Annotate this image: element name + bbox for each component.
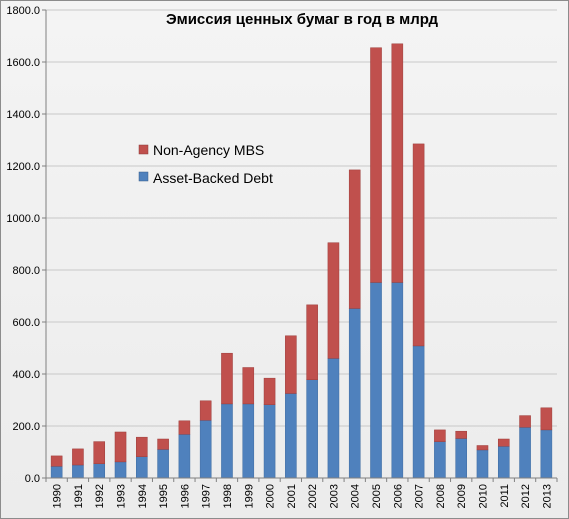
bar-asset-backed-debt-2003 xyxy=(327,358,340,479)
legend: Non-Agency MBS Asset-Backed Debt xyxy=(138,142,273,186)
x-tick-label: 2011 xyxy=(499,484,511,508)
bar-non-agency-mbs-2013 xyxy=(540,407,553,431)
bar-asset-backed-debt-1996 xyxy=(178,434,191,479)
x-tick-label: 2006 xyxy=(392,484,404,508)
x-tick-label: 1991 xyxy=(73,484,85,508)
bar-asset-backed-debt-1994 xyxy=(136,456,148,479)
x-tick-label: 1999 xyxy=(243,484,255,508)
x-tick-label: 2004 xyxy=(350,484,362,508)
x-tick-label: 1998 xyxy=(222,484,234,508)
x-tick-label: 2007 xyxy=(414,484,426,508)
x-tick-label: 1992 xyxy=(94,484,106,508)
bar-non-agency-mbs-2008 xyxy=(434,429,446,442)
bar-asset-backed-debt-2012 xyxy=(519,427,531,479)
x-tick-label: 2009 xyxy=(456,484,468,508)
y-tick-label: 1400.0 xyxy=(6,109,40,121)
y-tick-label: 0.0 xyxy=(25,473,40,485)
bar-asset-backed-debt-2000 xyxy=(263,404,276,479)
bar-non-agency-mbs-1999 xyxy=(242,367,255,405)
bar-non-agency-mbs-1991 xyxy=(72,448,84,466)
bar-non-agency-mbs-2009 xyxy=(455,430,467,439)
x-tick-label: 1997 xyxy=(201,484,213,508)
x-tick-label: 2003 xyxy=(328,484,340,508)
bar-non-agency-mbs-1994 xyxy=(136,436,148,457)
bar-non-agency-mbs-1998 xyxy=(221,352,233,405)
bar-non-agency-mbs-2006 xyxy=(391,43,404,283)
bar-asset-backed-debt-2001 xyxy=(285,393,297,479)
bar-asset-backed-debt-2009 xyxy=(455,438,467,479)
y-tick-label: 800.0 xyxy=(12,265,40,277)
x-tick-label: 1994 xyxy=(137,484,149,508)
bar-non-agency-mbs-2004 xyxy=(348,169,361,309)
x-tick-label: 2001 xyxy=(286,484,298,508)
bar-asset-backed-debt-2008 xyxy=(434,441,446,479)
bar-non-agency-mbs-1990 xyxy=(50,455,63,467)
y-tick-label: 1200.0 xyxy=(6,161,40,173)
bar-non-agency-mbs-2000 xyxy=(263,377,276,405)
bar-asset-backed-debt-1998 xyxy=(221,403,233,479)
y-tick-label: 1000.0 xyxy=(6,213,40,225)
bar-non-agency-mbs-2010 xyxy=(476,445,489,451)
bar-asset-backed-debt-1999 xyxy=(242,403,255,479)
bar-asset-backed-debt-1993 xyxy=(114,461,127,479)
bar-non-agency-mbs-1993 xyxy=(114,431,127,463)
bar-asset-backed-debt-2007 xyxy=(412,345,425,479)
bar-non-agency-mbs-2005 xyxy=(370,47,382,283)
y-tick-label: 600.0 xyxy=(12,317,40,329)
bar-non-agency-mbs-2003 xyxy=(327,242,340,359)
bar-asset-backed-debt-1992 xyxy=(93,463,106,479)
x-tick-label: 1995 xyxy=(158,484,170,508)
bar-non-agency-mbs-1996 xyxy=(178,420,191,435)
legend-label-asset-backed-debt: Asset-Backed Debt xyxy=(153,170,273,186)
legend-swatch-asset-backed-debt xyxy=(138,171,149,182)
bar-non-agency-mbs-2011 xyxy=(497,438,510,447)
x-axis-ticks: 1990 1991 1992 1993 1994 1995 1996 1997 1998 1999… xyxy=(45,478,558,508)
bar-non-agency-mbs-1995 xyxy=(157,438,169,450)
legend-swatch-non-agency-mbs xyxy=(138,144,149,155)
bar-non-agency-mbs-2012 xyxy=(519,415,531,428)
y-axis-ticks: 0.0 200.0 400.0 600.0 800.0 1000.0 1200.0 1400.… xyxy=(6,5,46,485)
bar-asset-backed-debt-2005 xyxy=(370,282,382,479)
chart-title: Эмиссия ценных бумаг в год в млрд xyxy=(166,11,439,28)
bar-asset-backed-debt-2011 xyxy=(497,446,510,479)
bar-non-agency-mbs-2007 xyxy=(412,143,425,347)
x-tick-label: 2013 xyxy=(541,484,553,508)
x-tick-label: 1996 xyxy=(179,484,191,508)
y-tick-label: 1800.0 xyxy=(6,5,40,17)
bars xyxy=(50,43,553,479)
bar-asset-backed-debt-1995 xyxy=(157,449,169,479)
bar-asset-backed-debt-2013 xyxy=(540,429,553,479)
bar-asset-backed-debt-1990 xyxy=(50,466,63,479)
bar-asset-backed-debt-2006 xyxy=(391,282,404,479)
bar-non-agency-mbs-2001 xyxy=(285,335,297,394)
y-tick-label: 200.0 xyxy=(12,421,40,433)
x-tick-label: 1993 xyxy=(116,484,128,508)
bar-asset-backed-debt-1997 xyxy=(199,420,212,479)
bar-asset-backed-debt-2002 xyxy=(306,379,318,479)
legend-label-non-agency-mbs: Non-Agency MBS xyxy=(153,142,264,158)
bar-asset-backed-debt-2010 xyxy=(476,449,489,479)
bar-non-agency-mbs-2002 xyxy=(306,304,318,380)
y-tick-label: 1600.0 xyxy=(6,57,40,69)
x-tick-label: 1990 xyxy=(52,484,64,508)
x-tick-label: 2008 xyxy=(435,484,447,508)
bar-asset-backed-debt-2004 xyxy=(348,308,361,479)
bar-non-agency-mbs-1997 xyxy=(199,400,212,421)
gridlines xyxy=(46,9,557,427)
x-tick-label: 2010 xyxy=(477,484,489,508)
x-tick-label: 2002 xyxy=(307,484,319,508)
y-tick-label: 400.0 xyxy=(12,369,40,381)
x-tick-label: 2000 xyxy=(265,484,277,508)
x-tick-label: 2005 xyxy=(371,484,383,508)
bar-asset-backed-debt-1991 xyxy=(72,464,84,479)
bar-non-agency-mbs-1992 xyxy=(93,441,106,464)
x-tick-label: 2012 xyxy=(520,484,532,508)
